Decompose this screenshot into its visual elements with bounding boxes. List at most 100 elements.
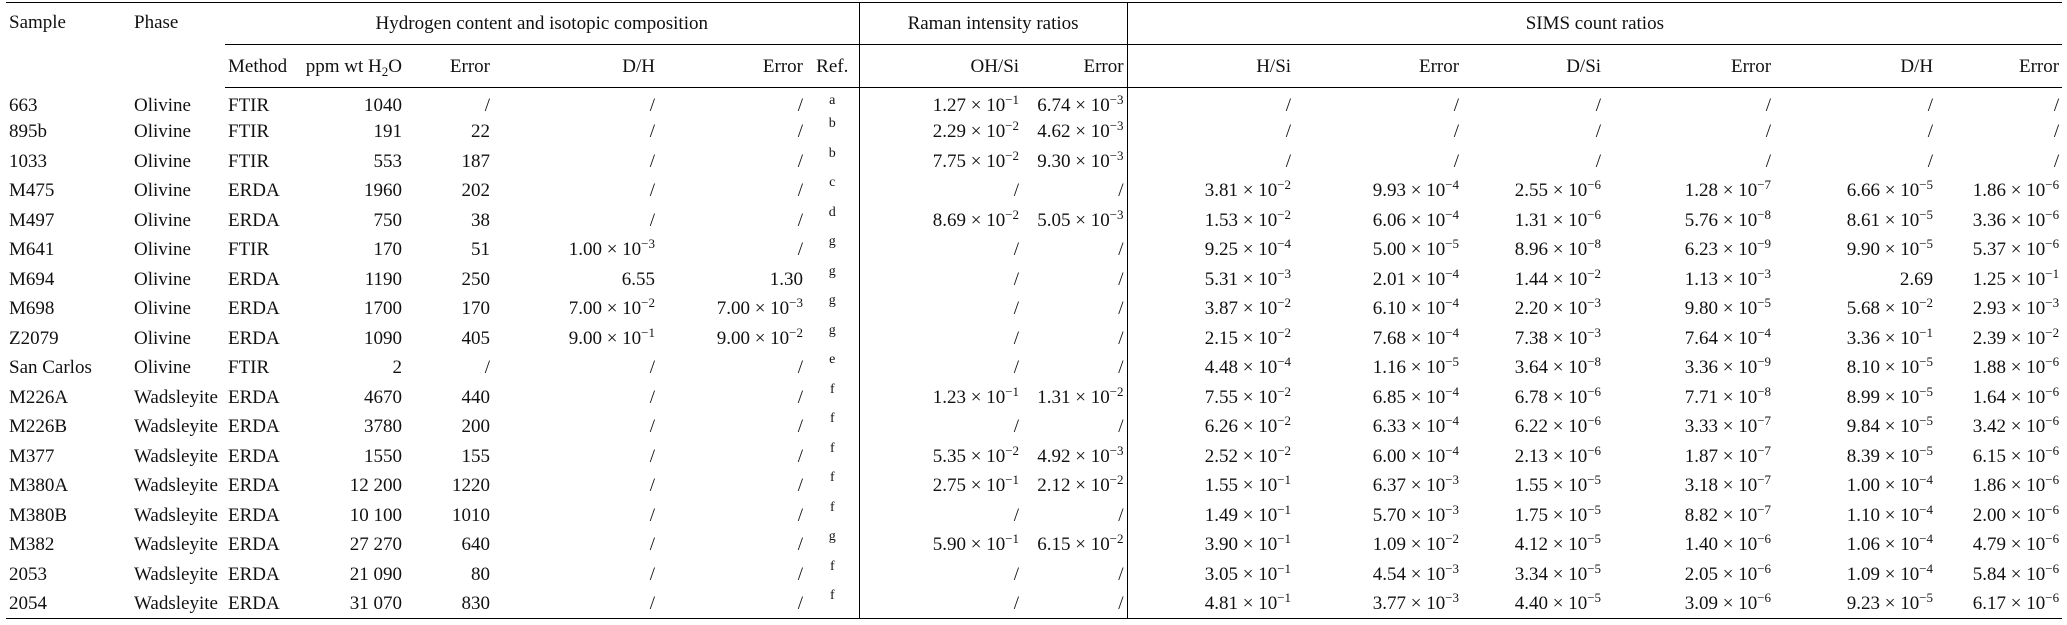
cell-sdh: 8.39 × 10−5 <box>1846 442 1934 467</box>
cell-sdh-err: 3.36 × 10−6 <box>1972 206 2060 231</box>
header-ppm-text: ppm wt H <box>305 55 382 77</box>
cell-err: 202 <box>461 180 491 202</box>
cell-ppm: 2 <box>392 357 403 379</box>
cell-phase: Olivine <box>134 121 191 143</box>
cell-hsi: / <box>1126 117 1295 147</box>
header-row-columns: Method ppm wt H2O Error D/H Error Ref. O… <box>6 44 2063 88</box>
table-row: 663 Olivine FTIR 1040 / / / a 1.27 × 10−1 6.74 × … <box>6 87 2062 117</box>
cell-ohsi-err: / <box>1118 593 1124 614</box>
cell-dsi: 3.64 × 10−8 <box>1514 354 1602 379</box>
cell-dh: / <box>649 593 655 614</box>
cell-ppm: 170 <box>373 239 403 261</box>
cell-ohsi-err: 4.62 × 10−3 <box>1037 118 1124 143</box>
cell-hsi: 9.25 × 10−4 <box>1126 235 1295 265</box>
cell-method: ERDA <box>228 593 280 614</box>
cell-dsi: 8.96 × 10−8 <box>1514 236 1602 261</box>
table-row: M475 Olivine ERDA 1960 202// c //3.81 × 10−2 9.… <box>6 176 2062 206</box>
cell-hsi: / <box>1126 146 1295 176</box>
cell-dsi-err: 3.33 × 10−7 <box>1684 413 1772 438</box>
cell-hsi: 4.81 × 10−1 <box>1126 589 1295 619</box>
cell-dh-err: / <box>797 416 803 438</box>
cell-ppm: 1700 <box>364 298 402 320</box>
table-row: M497 Olivine ERDA 750 38 / / d 8.69 × 10−2 5.05 ×… <box>6 204 2062 235</box>
cell-sdh: 8.61 × 10−5 <box>1846 206 1934 231</box>
cell-ohsi: / <box>858 500 1023 530</box>
header-method: Method <box>225 44 300 88</box>
cell-ref: f <box>829 558 835 574</box>
cell-hsi-err: / <box>1453 121 1460 143</box>
cell-ref: f <box>829 499 835 515</box>
cell-sdh-err: / <box>2053 121 2060 143</box>
cell-method: ERDA <box>228 180 280 202</box>
cell-ohsi: / <box>858 589 1023 619</box>
cell-phase: Olivine <box>134 150 191 172</box>
cell-hsi-err: 5.00 × 10−5 <box>1372 236 1460 261</box>
cell-sdh: 3.36 × 10−1 <box>1846 324 1934 349</box>
cell-sdh-err: 5.84 × 10−6 <box>1972 560 2060 585</box>
cell-phase: Olivine <box>134 180 191 202</box>
cell-dh-err: 1.30 <box>769 268 803 290</box>
cell-dh: / <box>649 357 655 379</box>
cell-ohsi: / <box>858 412 1023 442</box>
cell-dsi: 6.22 × 10−6 <box>1514 413 1602 438</box>
cell-dsi: 7.38 × 10−3 <box>1514 324 1602 349</box>
cell-hsi: 1.49 × 10−1 <box>1126 500 1295 530</box>
table-row: M698 Olivine ERDA 1700 170 7.00 × 10−2 7.00 × … <box>6 294 2062 324</box>
cell-sdh: 1.00 × 10−4 <box>1846 472 1934 497</box>
cell-ohsi-err: 9.30 × 10−3 <box>1037 147 1124 172</box>
cell-err: 250 <box>461 268 491 290</box>
cell-ref: g <box>828 529 836 544</box>
cell-dh-err: / <box>797 445 803 467</box>
cell-sdh-err: / <box>2053 95 2060 116</box>
cell-err: 80 <box>471 563 490 585</box>
cell-dh: / <box>649 180 655 202</box>
table-row: M382 Wadsleyite ERDA 27 270 640 / / g 5.90 × 10−… <box>6 530 2062 560</box>
cell-ppm: 1960 <box>364 180 402 202</box>
cell-dsi-err: / <box>1765 150 1772 172</box>
cell-ohsi: / <box>858 264 1023 294</box>
cell-phase: Wadsleyite <box>134 475 218 497</box>
cell-hsi: / <box>1126 87 1295 117</box>
cell-ref: a <box>829 93 836 108</box>
cell-dh: / <box>649 504 655 526</box>
table-row: M226A Wadsleyite ERDA 4670 440 / / f 1.23 × 10−1… <box>6 382 2062 412</box>
cell-ref: d <box>828 204 836 220</box>
cell-sample: 2054 <box>9 593 47 614</box>
cell-ppm: 21 090 <box>349 563 402 585</box>
cell-dh: / <box>649 209 655 231</box>
cell-hsi-err: 6.33 × 10−4 <box>1372 413 1460 438</box>
cell-dsi-err: 1.13 × 10−3 <box>1684 265 1772 290</box>
cell-sdh: 1.06 × 10−4 <box>1846 531 1934 556</box>
cell-sample: M641 <box>9 239 55 261</box>
cell-ref: g <box>828 263 836 279</box>
cell-method: ERDA <box>228 504 280 526</box>
cell-phase: Wadsleyite <box>134 445 218 467</box>
cell-phase: Olivine <box>134 94 191 116</box>
cell-sdh-err: / <box>2053 150 2060 172</box>
cell-sdh-err: 2.39 × 10−2 <box>1972 324 2060 349</box>
cell-dsi-err: 1.28 × 10−7 <box>1684 177 1772 202</box>
cell-ohsi: 7.75 × 10−2 <box>858 146 1023 176</box>
cell-dsi-err: 5.76 × 10−8 <box>1684 206 1772 231</box>
cell-ref: f <box>829 411 835 426</box>
header-sample: Sample <box>6 2 131 88</box>
cell-sdh: 9.23 × 10−5 <box>1846 590 1934 614</box>
cell-hsi-err: 7.68 × 10−4 <box>1372 324 1460 349</box>
cell-dh: / <box>649 475 655 497</box>
cell-ohsi-err: / <box>1118 416 1124 438</box>
cell-ohsi: 2.29 × 10−2 <box>858 117 1023 147</box>
cell-dh: / <box>649 534 655 556</box>
cell-ohsi: 5.35 × 10−2 <box>858 441 1023 471</box>
cell-err: 51 <box>471 239 490 261</box>
cell-dsi-err: 6.23 × 10−9 <box>1684 236 1772 261</box>
cell-sdh: / <box>1927 121 1934 143</box>
cell-sdh: 9.84 × 10−5 <box>1846 413 1934 438</box>
cell-sdh-err: 1.25 × 10−1 <box>1972 265 2060 290</box>
cell-hsi-err: 1.09 × 10−2 <box>1372 531 1460 556</box>
cell-sample: 895b <box>9 121 47 143</box>
cell-err: / <box>484 95 490 116</box>
table-row: M377 Wadsleyite ERDA 1550 155 / / f 5.35 × 10−2 4… <box>6 441 2062 471</box>
cell-dsi: 4.12 × 10−5 <box>1514 531 1602 556</box>
cell-method: FTIR <box>228 357 270 379</box>
cell-dsi: 1.55 × 10−5 <box>1514 472 1602 497</box>
